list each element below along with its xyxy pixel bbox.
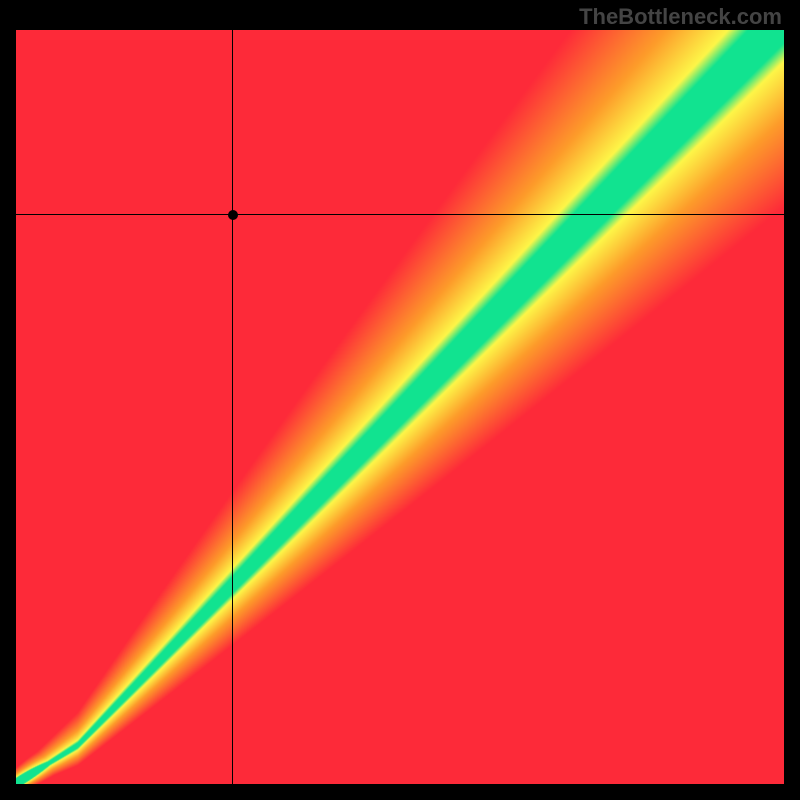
heatmap-canvas — [16, 30, 784, 784]
crosshair-vertical — [232, 30, 233, 784]
watermark-text: TheBottleneck.com — [579, 4, 782, 30]
crosshair-marker — [228, 210, 238, 220]
chart-container: TheBottleneck.com — [0, 0, 800, 800]
crosshair-horizontal — [16, 214, 784, 215]
